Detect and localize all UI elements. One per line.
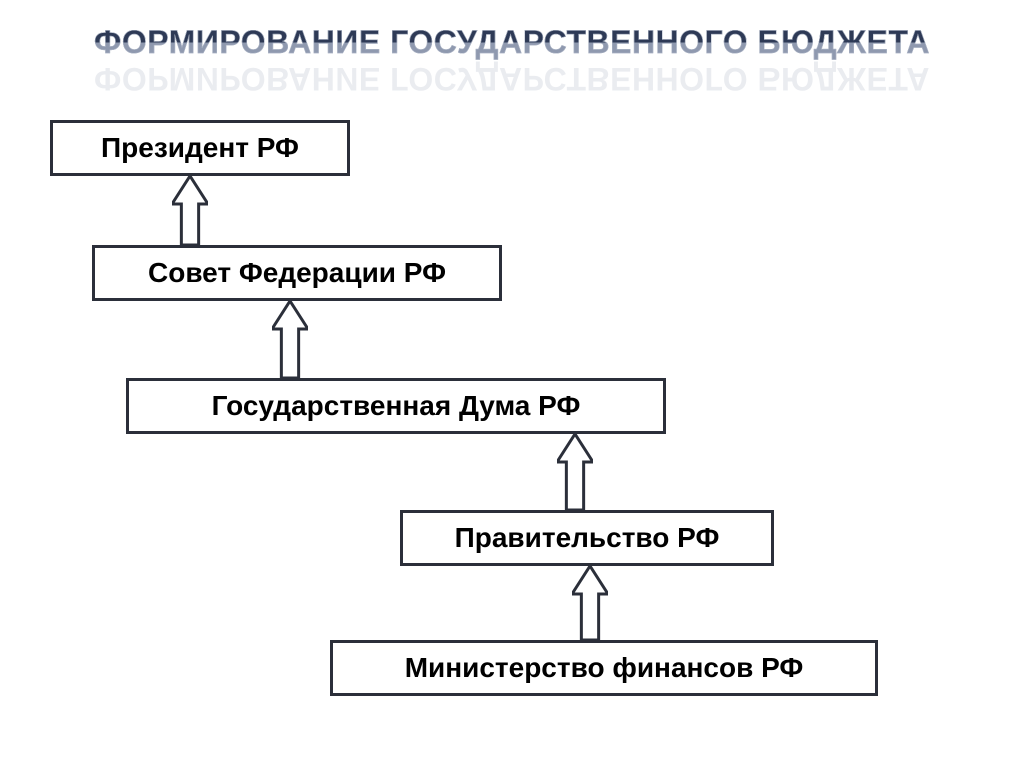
arrow-government-to-duma [557,434,593,510]
node-duma: Государственная Дума РФ [126,378,666,434]
arrow-duma-to-council [272,301,308,378]
node-government: Правительство РФ [400,510,774,566]
arrow-ministry-to-government [572,566,608,640]
node-president: Президент РФ [50,120,350,176]
node-council: Совет Федерации РФ [92,245,502,301]
arrow-council-to-president [172,176,208,245]
node-ministry: Министерство финансов РФ [330,640,878,696]
page-title: ФОРМИРОВАНИЕ ГОСУДАРСТВЕННОГО БЮДЖЕТА [0,24,1024,61]
page-title-reflection: ФОРМИРОВАНИЕ ГОСУДАРСТВЕННОГО БЮДЖЕТА [0,60,1024,97]
